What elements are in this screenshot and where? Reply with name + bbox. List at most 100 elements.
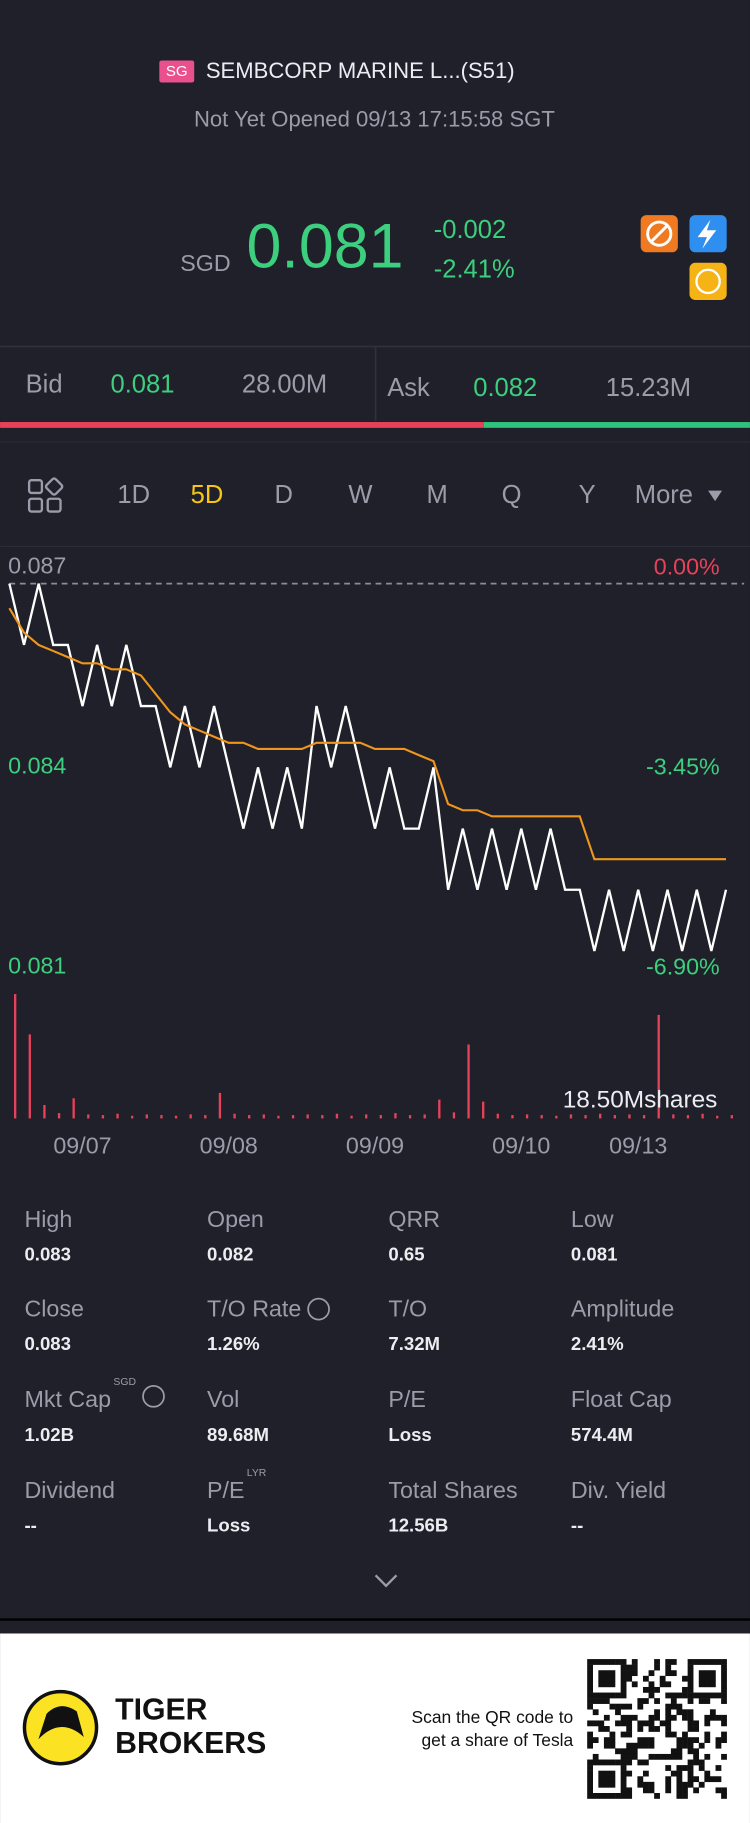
stat-value: Loss bbox=[207, 1514, 250, 1535]
stat-label: Open bbox=[207, 1206, 264, 1232]
qr-module bbox=[693, 1737, 700, 1744]
qr-module bbox=[620, 1686, 627, 1693]
volume-bar bbox=[174, 1115, 178, 1119]
promo-text: get a share of Tesla bbox=[421, 1730, 573, 1750]
qr-module bbox=[615, 1793, 621, 1799]
market-badge-text: SG bbox=[166, 63, 188, 80]
volume-bar bbox=[87, 1114, 90, 1119]
qr-module bbox=[631, 1664, 638, 1671]
qr-module bbox=[670, 1753, 677, 1760]
qr-module bbox=[670, 1670, 677, 1677]
qr-module bbox=[659, 1675, 666, 1682]
qr-module bbox=[654, 1686, 660, 1693]
bid-size: 28.00M bbox=[242, 371, 327, 399]
qr-module bbox=[587, 1692, 593, 1699]
volume-bar bbox=[262, 1114, 265, 1119]
qr-module bbox=[620, 1670, 627, 1677]
qr-module bbox=[587, 1720, 593, 1727]
qr-module bbox=[603, 1675, 610, 1682]
qr-module bbox=[587, 1659, 593, 1665]
qr-module bbox=[654, 1664, 660, 1671]
qr-module bbox=[698, 1765, 705, 1771]
tab[interactable]: 1D bbox=[117, 481, 150, 509]
qr-module bbox=[603, 1793, 610, 1799]
qr-module bbox=[721, 1686, 727, 1693]
volume-bar bbox=[716, 1115, 719, 1119]
short-icon-glyph bbox=[650, 224, 669, 243]
volume-bar bbox=[423, 1114, 426, 1119]
qr-module bbox=[648, 1726, 655, 1732]
qr-module bbox=[592, 1753, 599, 1760]
qr-module bbox=[687, 1726, 694, 1732]
tab[interactable]: W bbox=[348, 481, 373, 509]
qr-module bbox=[642, 1742, 649, 1749]
stat-label: Low bbox=[571, 1206, 614, 1232]
price-change: -0.002 bbox=[434, 216, 506, 244]
qr-module bbox=[682, 1793, 688, 1799]
qr-module bbox=[615, 1692, 621, 1699]
qr-module bbox=[637, 1726, 644, 1732]
tab[interactable]: More bbox=[635, 481, 693, 509]
qr-module bbox=[626, 1664, 633, 1671]
tab[interactable]: 5D bbox=[191, 481, 224, 509]
qr-module bbox=[609, 1670, 616, 1677]
qr-module bbox=[615, 1709, 621, 1716]
qr-module bbox=[698, 1681, 705, 1688]
qr-module bbox=[637, 1698, 644, 1704]
stat-label: P/E bbox=[388, 1386, 425, 1412]
tab[interactable]: Y bbox=[579, 481, 596, 509]
qr-module bbox=[620, 1714, 627, 1721]
qr-module bbox=[665, 1681, 672, 1688]
qr-module bbox=[609, 1692, 616, 1699]
volume-bar bbox=[642, 1115, 646, 1119]
qr-module bbox=[642, 1787, 649, 1794]
qr-module bbox=[642, 1737, 649, 1744]
qr-module bbox=[665, 1731, 672, 1738]
qr-module bbox=[709, 1659, 716, 1665]
tab[interactable]: M bbox=[427, 481, 448, 509]
ask-price: 0.082 bbox=[473, 374, 537, 402]
qr-module bbox=[603, 1714, 610, 1721]
qr-module bbox=[676, 1748, 683, 1755]
qr-module bbox=[676, 1703, 683, 1710]
volume-bar bbox=[701, 1113, 704, 1119]
volume-bar bbox=[599, 1113, 602, 1119]
qr-module bbox=[704, 1753, 711, 1760]
qr-module bbox=[721, 1670, 727, 1677]
stat-label: QRR bbox=[388, 1206, 440, 1232]
ask-ratio-bar bbox=[483, 422, 750, 428]
info-icon[interactable] bbox=[142, 1384, 165, 1408]
qr-module bbox=[687, 1686, 694, 1693]
tab[interactable]: D bbox=[274, 481, 292, 509]
qr-module bbox=[709, 1670, 716, 1677]
dollar-icon[interactable] bbox=[689, 262, 727, 300]
info-icon[interactable] bbox=[307, 1297, 330, 1321]
volume-bar bbox=[628, 1114, 631, 1119]
qr-module bbox=[648, 1787, 655, 1794]
stock-title[interactable]: SEMBCORP MARINE L...(S51) bbox=[206, 58, 515, 83]
qr-module bbox=[709, 1714, 716, 1721]
qr-module bbox=[587, 1787, 593, 1794]
qr-module bbox=[648, 1686, 655, 1693]
qr-module bbox=[670, 1698, 677, 1704]
qr-module bbox=[709, 1681, 716, 1688]
qr-code[interactable] bbox=[587, 1659, 727, 1799]
volume-bar bbox=[525, 1114, 529, 1119]
qr-module bbox=[654, 1659, 660, 1665]
qr-module bbox=[670, 1659, 677, 1665]
qr-module bbox=[654, 1698, 660, 1704]
brand-name: BROKERS bbox=[115, 1727, 266, 1760]
qr-module bbox=[620, 1770, 627, 1777]
qr-module bbox=[665, 1664, 672, 1671]
price-change-pct: -2.41% bbox=[434, 256, 515, 284]
qr-module bbox=[592, 1759, 599, 1766]
qr-module bbox=[721, 1720, 727, 1727]
qr-module bbox=[682, 1675, 688, 1682]
stat-label: Dividend bbox=[24, 1477, 114, 1503]
layout-icon[interactable] bbox=[27, 477, 64, 513]
expand-chevron[interactable] bbox=[374, 1574, 398, 1588]
tab[interactable]: Q bbox=[502, 481, 522, 509]
qr-module bbox=[693, 1753, 700, 1760]
qr-module bbox=[620, 1703, 627, 1710]
qr-module bbox=[626, 1759, 633, 1766]
